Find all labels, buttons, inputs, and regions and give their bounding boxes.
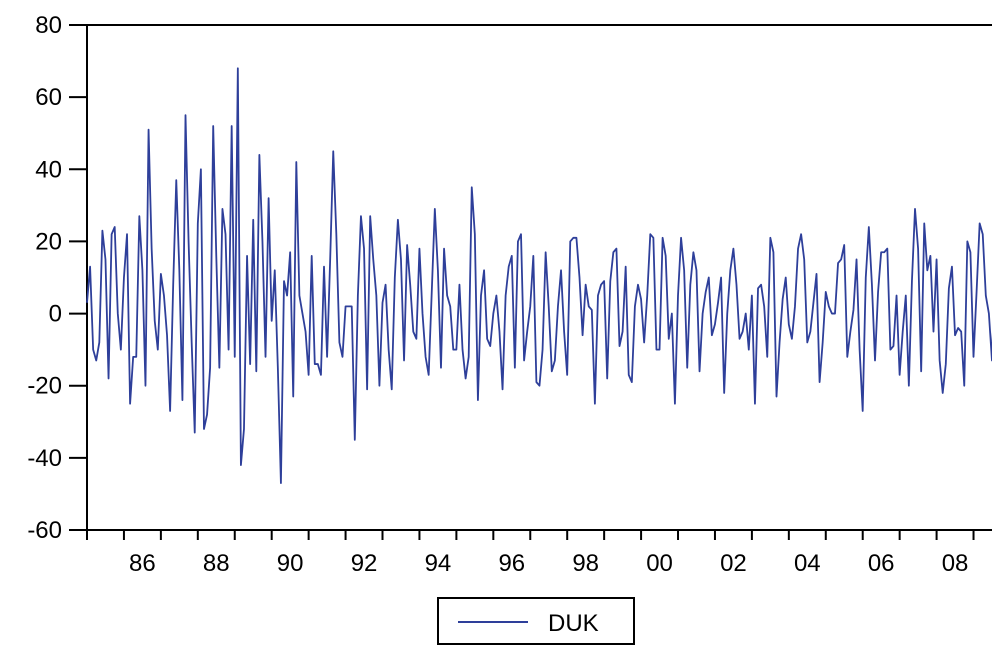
x-tick-label: 00	[646, 550, 673, 577]
y-tick-label: -60	[27, 517, 62, 544]
y-tick-label: 60	[35, 84, 62, 111]
series-layer	[86, 67, 992, 485]
x-tick-label: 86	[129, 550, 156, 577]
legend-label-duk: DUK	[548, 610, 599, 637]
y-tick-label: -20	[27, 373, 62, 400]
y-tick-label: 80	[35, 12, 62, 39]
x-tick-label: 08	[942, 550, 969, 577]
y-tick-label: 0	[49, 301, 62, 328]
x-axis: 86 88 90 92 94 96 98 00 02 04 06 08	[86, 530, 975, 577]
x-tick-label: 90	[277, 550, 304, 577]
x-tick-label: 04	[794, 550, 821, 577]
x-tick-label: 98	[572, 550, 599, 577]
x-tick-label: 96	[498, 550, 525, 577]
y-tick-label: -40	[27, 445, 62, 472]
legend: DUK	[437, 597, 635, 645]
x-tick-label: 92	[351, 550, 378, 577]
x-tick-label: 06	[868, 550, 895, 577]
y-tick-label: 40	[35, 156, 62, 183]
x-tick-label: 02	[720, 550, 747, 577]
y-tick-label: 20	[35, 228, 62, 255]
y-axis: 80 60 40 20 0 -20 -40 -60	[27, 12, 87, 544]
x-tick-label: 88	[203, 550, 230, 577]
series-line-duk	[86, 67, 992, 485]
x-tick-label: 94	[425, 550, 452, 577]
